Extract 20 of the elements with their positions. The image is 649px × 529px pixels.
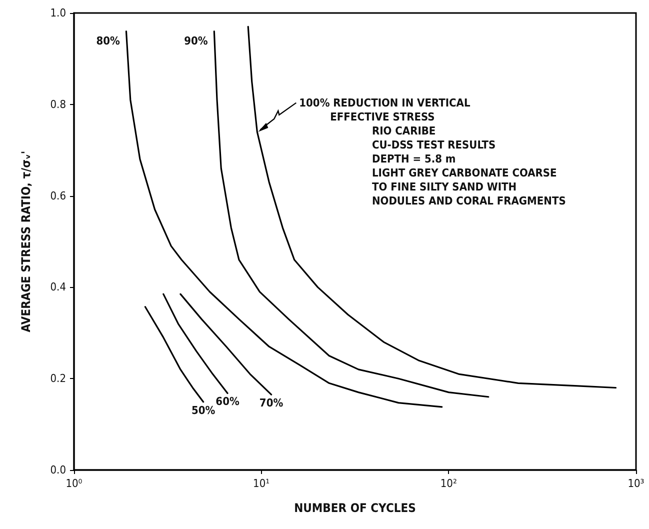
x-tick-label: 10⁰ xyxy=(66,477,82,490)
annotation: RIO CARIBE CU-DSS TEST RESULTS DEPTH = 5.8 m LIGHT GREY CARBONATE COARSE TO FINE SILTY SAND WITH NODULES AND CORAL FRAGMENTS xyxy=(372,124,566,208)
series-label: 70% xyxy=(259,396,284,410)
x-axis-title: NUMBER OF CYCLES xyxy=(294,501,416,515)
y-tick-label: 0.6 xyxy=(50,189,66,202)
y-tick-label: 0.0 xyxy=(50,464,66,476)
x-tick-label: 10² xyxy=(440,477,457,490)
y-tick-label: 0.4 xyxy=(50,280,66,294)
line-series xyxy=(162,293,228,394)
y-tick-label: 1.0 xyxy=(50,6,66,20)
series-label: 60% xyxy=(216,395,240,408)
y-tick-label: 0.8 xyxy=(50,98,66,111)
x-tick-label: 10³ xyxy=(628,477,644,490)
y-axis-title: AVERAGE STRESS RATIO, τ/σᵥ' xyxy=(19,150,33,332)
series-label: 80% xyxy=(96,34,120,48)
x-tick-label: 10¹ xyxy=(253,477,270,490)
series-label: 50% xyxy=(191,404,216,417)
series-label: 90% xyxy=(184,34,208,48)
y-tick-label: 0.2 xyxy=(50,372,66,386)
annotation: 100% REDUCTION IN VERTICAL EFFECTIVE STRESS xyxy=(299,96,471,124)
